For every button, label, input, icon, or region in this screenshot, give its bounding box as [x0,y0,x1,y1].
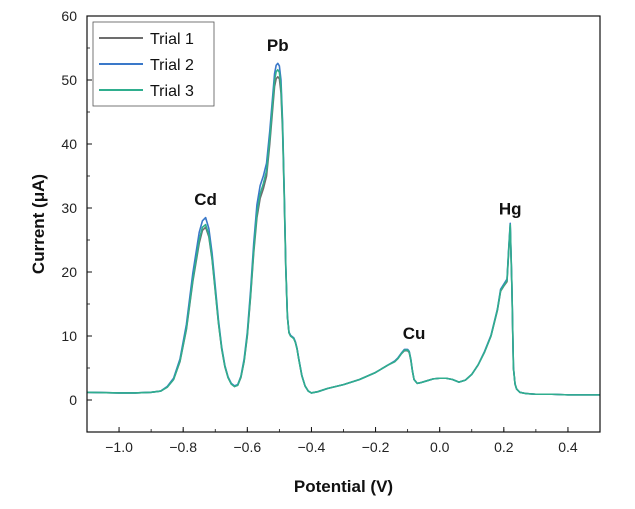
x-tick-label: −1.0 [105,439,133,455]
x-tick-label: 0.4 [558,439,578,455]
series-line-trial-3 [86,68,600,396]
y-tick-label: 60 [61,8,77,24]
y-tick-label: 10 [61,328,77,344]
y-tick-label: 50 [61,72,77,88]
peak-label-pb: Pb [267,36,289,55]
annotation-layer: Cd Pb Cu Hg [194,36,521,343]
peak-label-cu: Cu [403,324,426,343]
legend-label-trial-2: Trial 2 [150,57,194,74]
x-tick-label: −0.8 [169,439,197,455]
x-tick-label: −0.6 [233,439,261,455]
legend-label-trial-3: Trial 3 [150,83,194,100]
peak-label-cd: Cd [194,190,217,209]
x-tick-label: 0.0 [430,439,450,455]
legend-label-trial-1: Trial 1 [150,31,194,48]
series-layer [86,62,600,396]
legend: Trial 1 Trial 2 Trial 3 [92,21,215,107]
y-tick-label: 40 [61,136,77,152]
y-tick-label: 0 [69,392,77,408]
y-tick-label: 30 [61,200,77,216]
y-tick-label: 20 [61,264,77,280]
peak-label-hg: Hg [499,199,522,218]
y-axis-title: Current (μA) [29,174,48,274]
x-tick-label: 0.2 [494,439,514,455]
x-tick-label: −0.4 [298,439,326,455]
x-axis-title: Potential (V) [294,477,393,496]
axis-layer: −1.0 −0.8 −0.6 −0.4 −0.2 0.0 0.2 0.4 0 10 20 30 40 50… [61,8,601,455]
x-tick-label: −0.2 [362,439,390,455]
